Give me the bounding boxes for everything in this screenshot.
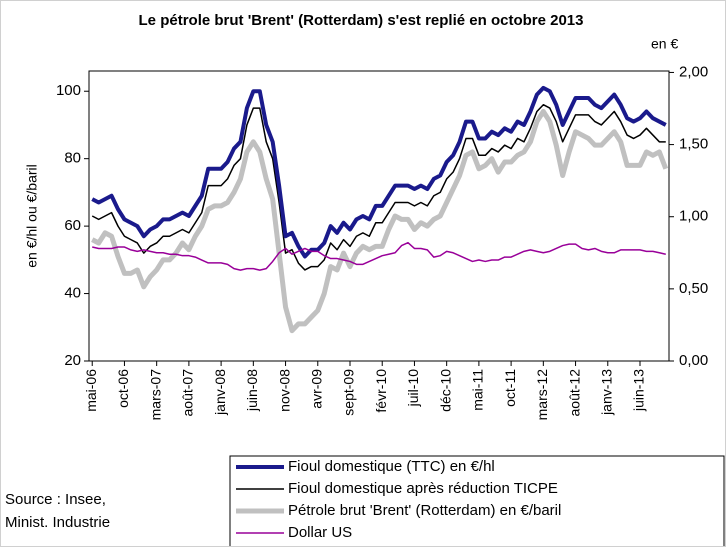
source-note: Source : Insee, Minist. Industrie: [5, 491, 111, 531]
y-axis-label: en €/hl ou €/baril: [24, 164, 40, 268]
legend-label: Dollar US: [288, 524, 352, 541]
y2-tick-label: 1,50: [679, 136, 708, 153]
plot-area: [88, 70, 670, 362]
legend-box: [229, 455, 725, 546]
x-tick-label: juin-08: [244, 369, 260, 412]
x-tick-label: févr-10: [373, 369, 389, 413]
y-tick-label: 20: [64, 352, 81, 369]
y2-tick-label: 2,00: [679, 63, 708, 80]
y2-tick-label: 0,00: [679, 352, 708, 369]
y-tick-label: 40: [64, 285, 81, 302]
legend-label: Pétrole brut 'Brent' (Rotterdam) en €/ba…: [288, 502, 561, 519]
y2-tick-label: 1,00: [679, 208, 708, 225]
legend-label: Fioul domestique (TTC) en €/hl: [288, 458, 495, 475]
x-tick-label: janv-13: [598, 369, 614, 416]
x-tick-label: juil-10: [405, 369, 421, 408]
chart-title: Le pétrole brut 'Brent' (Rotterdam) s'es…: [138, 12, 584, 29]
x-tick-label: avr-09: [308, 369, 324, 409]
series-line: [92, 241, 666, 271]
series-line: [91, 85, 667, 259]
x-tick-label: mai-11: [470, 369, 486, 411]
y-tick-label: 80: [64, 150, 81, 167]
y-tick-label: 100: [56, 82, 81, 99]
x-tick-label: sept-09: [341, 369, 357, 416]
x-tick-label: mars-12: [534, 369, 550, 421]
series-line: [91, 103, 666, 271]
x-tick-label: janv-08: [212, 369, 228, 416]
x-tick-label: août-07: [180, 369, 196, 417]
x-tick-label: nov-08: [276, 369, 292, 412]
x-tick-label: août-12: [566, 369, 582, 417]
x-tick-label: mai-06: [83, 369, 99, 412]
y2-axis-label: en €: [651, 36, 678, 52]
y2-tick-label: 0,50: [679, 280, 708, 297]
x-tick-label: déc-10: [437, 369, 453, 412]
series-line: [91, 108, 669, 334]
x-tick-label: juin-13: [631, 369, 647, 412]
x-tick-label: oct-06: [115, 369, 131, 408]
legend-label: Fioul domestique après réduction TICPE: [288, 480, 558, 497]
y-tick-label: 60: [64, 217, 81, 234]
x-tick-label: mars-07: [147, 369, 163, 421]
x-tick-label: oct-11: [502, 369, 518, 407]
